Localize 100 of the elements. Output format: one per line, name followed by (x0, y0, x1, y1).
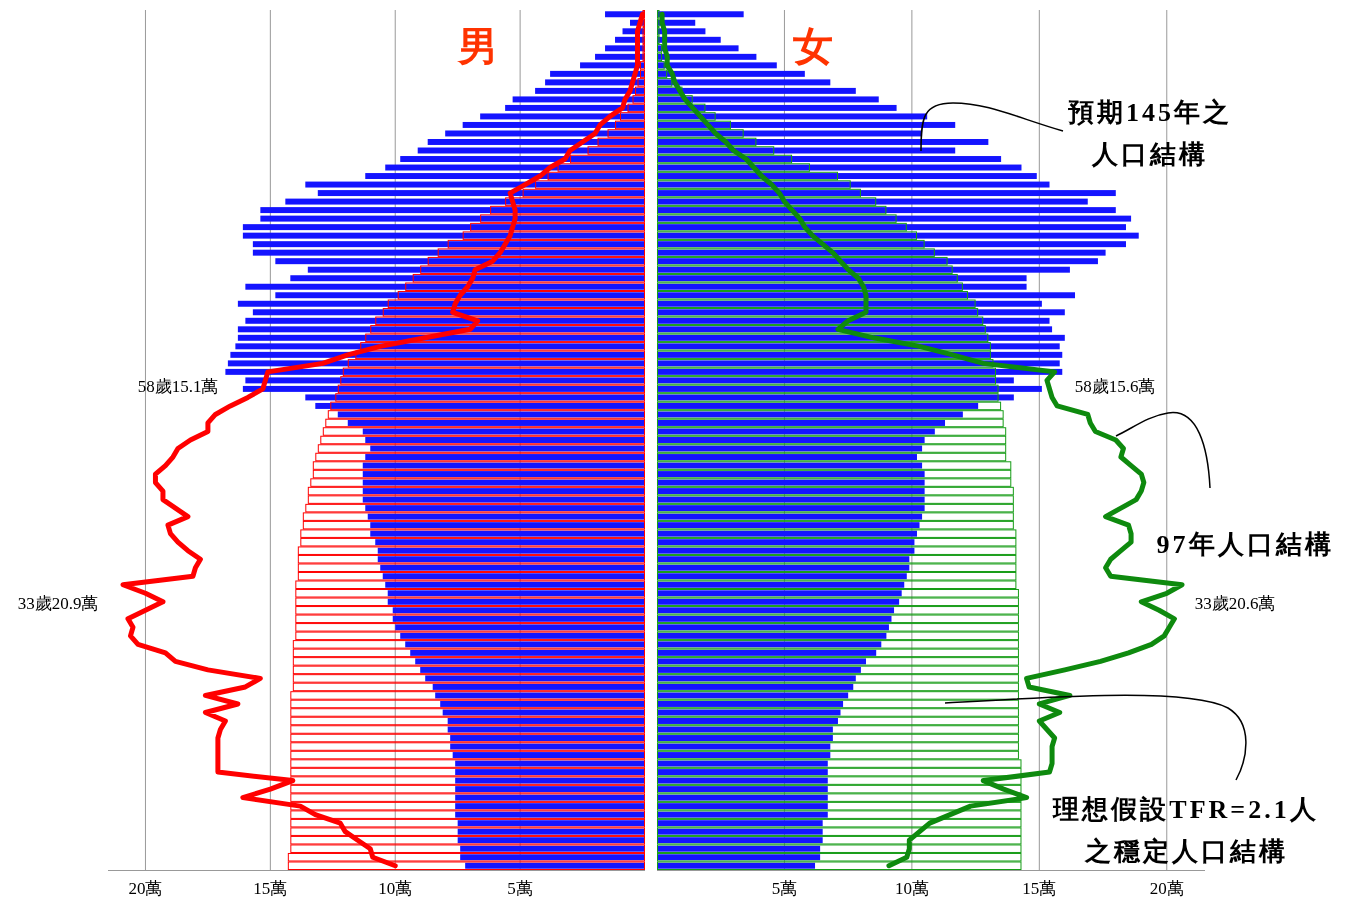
bar (420, 666, 645, 673)
bar (657, 794, 828, 801)
bar (657, 292, 1076, 299)
bar (337, 411, 645, 418)
bar (415, 658, 645, 665)
bar (657, 53, 757, 60)
bar (657, 820, 823, 827)
bar (362, 462, 645, 469)
bar (387, 598, 645, 605)
bar (657, 198, 1088, 205)
bar (657, 207, 1116, 214)
bar (545, 79, 645, 86)
bar (657, 343, 1060, 350)
bar (245, 317, 645, 324)
bar (657, 385, 1042, 392)
bar (657, 513, 923, 520)
bar (455, 811, 645, 818)
bar (382, 573, 645, 580)
bar (657, 113, 928, 120)
bar (657, 45, 739, 52)
annotation: 預期145年之人口結構 (1067, 97, 1232, 169)
bar (657, 607, 895, 614)
bar (657, 79, 831, 86)
bar (505, 104, 645, 111)
bar (457, 837, 645, 844)
bar (365, 437, 645, 443)
bar (657, 471, 925, 478)
bar (657, 11, 744, 18)
bar (657, 173, 1037, 180)
bar (657, 581, 905, 588)
bar (657, 522, 920, 529)
bar (657, 266, 1070, 273)
bar (657, 300, 1042, 307)
bar (235, 343, 645, 350)
bar (657, 419, 946, 426)
bar (447, 718, 645, 724)
bar (657, 505, 925, 512)
bar (450, 743, 645, 750)
bar (657, 87, 856, 94)
bar (657, 164, 1022, 171)
bar (347, 419, 645, 426)
bar (227, 360, 645, 367)
bar (657, 334, 1065, 341)
bar (367, 513, 645, 520)
bar (392, 607, 645, 614)
bar (380, 564, 645, 571)
bar (657, 190, 1116, 197)
bar (260, 215, 645, 222)
bar (440, 700, 645, 707)
bar (512, 96, 645, 103)
bar (657, 718, 838, 724)
bar (435, 692, 645, 699)
bar (657, 258, 1098, 265)
bar (657, 760, 828, 767)
bar (457, 820, 645, 827)
bar (290, 275, 645, 282)
bar (657, 769, 828, 776)
bar (657, 649, 877, 656)
annotation: 97年人口結構 (1156, 529, 1334, 559)
bar (657, 854, 821, 861)
bar (657, 828, 823, 835)
bar (362, 479, 645, 486)
bar (405, 641, 645, 648)
bar (237, 326, 645, 333)
bar (242, 232, 645, 239)
bar (550, 70, 645, 77)
bar (657, 496, 925, 503)
bar (445, 130, 645, 137)
bar (365, 173, 645, 180)
bar (657, 777, 828, 784)
bar (460, 854, 645, 861)
bar (657, 215, 1132, 222)
bar (237, 334, 645, 341)
bar (457, 828, 645, 835)
bar (657, 139, 989, 145)
bar (657, 283, 1027, 290)
annotation: 33歲20.6萬 (1194, 593, 1276, 613)
bar (275, 292, 645, 299)
bar (425, 675, 645, 682)
bar (657, 70, 805, 77)
bar (657, 573, 907, 580)
bar (657, 530, 917, 537)
bar (252, 309, 645, 316)
bar (317, 190, 645, 197)
bar (535, 87, 645, 94)
bar (242, 385, 645, 392)
bar (657, 96, 879, 103)
bar (657, 275, 1027, 282)
bar (657, 402, 979, 409)
bar (657, 556, 910, 563)
bar (455, 794, 645, 801)
bar (480, 113, 645, 120)
bar (657, 709, 841, 716)
bar (305, 181, 645, 188)
chart-title: 女 (793, 24, 833, 69)
bar (245, 377, 645, 384)
bar (657, 181, 1050, 188)
bar (460, 845, 645, 852)
bar (657, 666, 861, 673)
bar (657, 156, 1002, 162)
